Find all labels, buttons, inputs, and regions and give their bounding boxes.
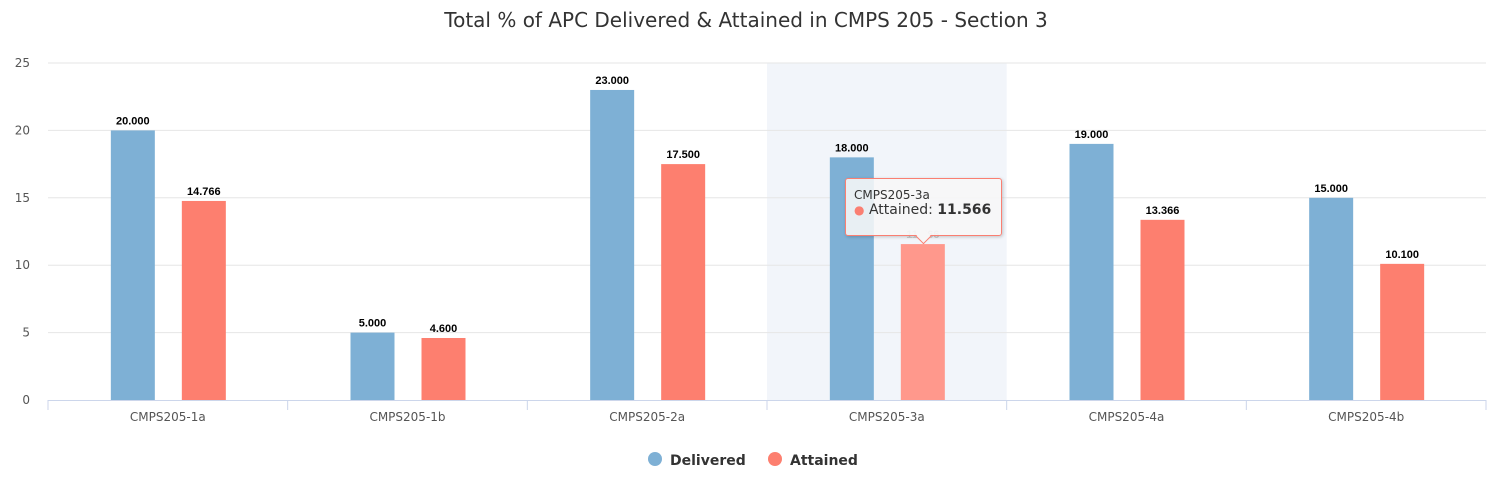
y-tick-label: 15	[15, 191, 30, 205]
tooltip-marker-icon: ●	[854, 203, 865, 217]
data-label: 20.000	[116, 115, 150, 127]
chart-title: Total % of APC Delivered & Attained in C…	[443, 8, 1047, 32]
bar-delivered	[590, 89, 635, 401]
x-tick-label: CMPS205-1a	[130, 410, 206, 424]
tooltip-series: Attained	[868, 202, 929, 218]
data-label: 18.000	[835, 142, 869, 154]
bar-attained	[1380, 263, 1425, 400]
data-label: 17.500	[666, 149, 700, 161]
bar-attained	[421, 337, 466, 400]
data-label: 23.000	[595, 75, 629, 87]
tooltip-separator: :	[928, 202, 938, 218]
data-label: 4.600	[430, 323, 458, 335]
data-label: 15.000	[1314, 183, 1348, 195]
y-tick-label: 25	[15, 56, 30, 70]
x-tick-label: CMPS205-4b	[1328, 410, 1404, 424]
data-label: 19.000	[1075, 129, 1109, 141]
legend-marker-icon	[768, 452, 782, 466]
bar-attained	[1140, 219, 1185, 400]
bar-attained	[661, 164, 706, 400]
x-tick-label: CMPS205-3a	[849, 410, 925, 424]
bar-delivered	[1069, 143, 1114, 400]
legend-item-delivered[interactable]: Delivered	[670, 453, 746, 469]
legend-marker-icon	[648, 452, 662, 466]
x-tick-label: CMPS205-4a	[1089, 410, 1165, 424]
data-label: 14.766	[187, 186, 221, 198]
tooltip-category: CMPS205-3a	[854, 188, 930, 202]
x-tick-label: CMPS205-1b	[369, 410, 445, 424]
tooltip: CMPS205-3a ● Attained: 11.566	[845, 178, 1002, 236]
y-tick-label: 5	[22, 326, 30, 340]
x-tick-label: CMPS205-2a	[609, 410, 685, 424]
y-tick-label: 10	[15, 258, 30, 272]
bar-attained	[181, 200, 226, 400]
legend-item-attained[interactable]: Attained	[790, 453, 858, 469]
data-label: 10.100	[1385, 249, 1419, 261]
y-tick-label: 20	[15, 123, 30, 137]
y-tick-label: 0	[22, 393, 30, 407]
bar-delivered	[1309, 197, 1354, 400]
bar-attained	[900, 244, 945, 400]
data-label: 13.366	[1146, 205, 1180, 217]
bar-delivered	[110, 130, 155, 400]
data-label: 5.000	[359, 318, 387, 330]
tooltip-value: 11.566	[937, 202, 992, 218]
bar-delivered	[350, 332, 395, 400]
